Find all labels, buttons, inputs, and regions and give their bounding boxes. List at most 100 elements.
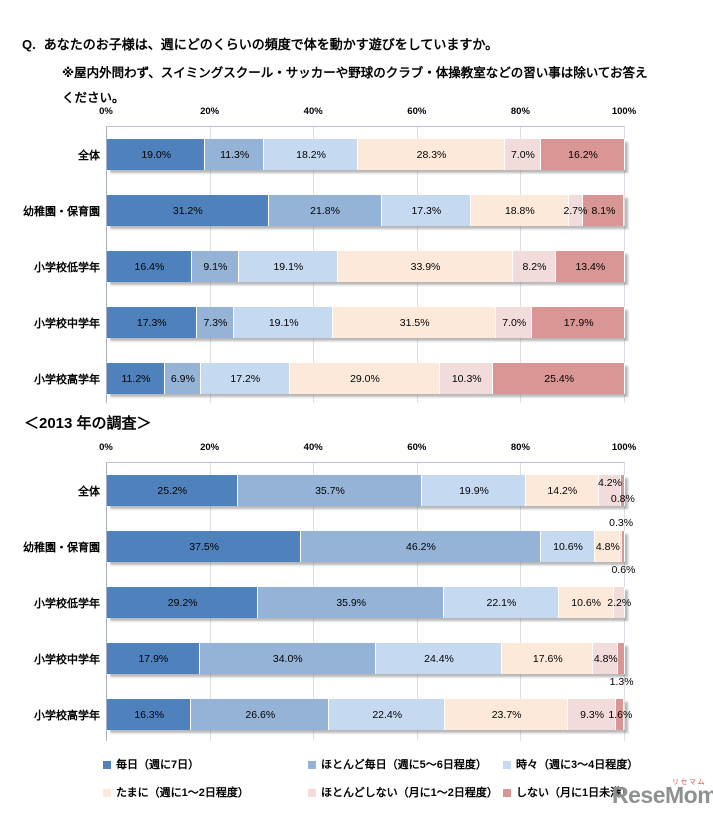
resemom-logo-text: ReseMom. (612, 782, 713, 808)
bar-segment: 18.8% (471, 195, 569, 226)
value-label: 35.9% (336, 596, 367, 609)
bar-segment: 19.9% (422, 475, 526, 506)
category-label: 小学校中学年 (34, 653, 100, 666)
bar-segment: 35.7% (237, 475, 423, 506)
bar-segment: 46.2% (301, 531, 541, 562)
bar-segment: 0.3% (609, 517, 633, 562)
value-label: 18.8% (504, 204, 535, 217)
bar-row: 小学校低学年 29.2% 35.9% 22.1% 10.6% 2.2% (34, 587, 631, 618)
value-label: 14.2% (547, 484, 578, 497)
bar-segment: 4.8% (595, 531, 621, 562)
legend-item: ほとんど毎日（週に5～6日程度） (308, 756, 487, 772)
value-label: 19.1% (273, 260, 304, 273)
value-label: 19.1% (268, 316, 299, 329)
value-label: 17.3% (136, 316, 167, 329)
bar-segment: 31.2% (107, 195, 269, 226)
value-label: 0.6% (611, 564, 636, 576)
category-label: 幼稚園・保育園 (23, 541, 100, 554)
stacked-bar: 17.9% 34.0% 24.4% 17.6% 4.8% 1.3% (107, 643, 634, 688)
value-label: 13.4% (575, 260, 606, 273)
bar-segment: 17.3% (107, 307, 197, 338)
bar-row: 小学校低学年 16.4% 9.1% 19.1% 33.9% 8.2% 13.4% (34, 251, 625, 282)
legend-item: しない（月に1日未満） (503, 784, 632, 800)
bar-row: 幼稚園・保育園 31.2% 21.8% 17.3% 18.8% 2.7% 8.1% (23, 195, 625, 226)
value-label: 1.6% (608, 708, 633, 721)
value-label: 4.8% (595, 540, 620, 553)
value-label: 28.3% (416, 148, 447, 161)
bar-segment: 1.6% (608, 699, 632, 730)
value-label: 2.2% (607, 596, 632, 609)
value-label: 4.8% (593, 652, 618, 665)
bar-segment: 37.5% (107, 531, 302, 562)
legend-item: 毎日（週に7日） (103, 756, 199, 772)
bar-segment: 10.6% (540, 531, 596, 562)
category-label: 小学校中学年 (34, 317, 100, 330)
bar-segment: 16.4% (107, 251, 192, 282)
value-label: 9.1% (203, 260, 228, 273)
value-label: 18.2% (296, 148, 326, 161)
stacked-bar: 31.2% 21.8% 17.3% 18.8% 2.7% 8.1% (107, 195, 625, 226)
bar-segment: 19.0% (107, 139, 206, 170)
legend-swatch (503, 760, 511, 769)
x-tick-label: 0% (99, 442, 113, 453)
bar-segment: 29.2% (107, 587, 259, 618)
value-label: 33.9% (410, 260, 441, 273)
bar-segment: 24.4% (375, 643, 503, 674)
value-label: 19.0% (141, 148, 172, 161)
x-tick-label: 60% (407, 106, 427, 117)
bar-segment: 35.9% (258, 587, 445, 618)
bar-segment: 21.8% (268, 195, 382, 226)
category-label: 幼稚園・保育園 (23, 205, 100, 218)
bar-segment: 34.0% (199, 643, 376, 674)
bar-segment: 25.2% (107, 475, 238, 506)
value-label: 7.0% (510, 148, 535, 161)
bar-segment: 28.3% (358, 139, 505, 170)
stacked-bar: 16.3% 26.6% 22.4% 23.7% 9.3% 1.6% (107, 699, 632, 730)
value-label: 9.3% (580, 708, 605, 721)
value-label: 22.4% (372, 708, 403, 721)
value-label: 8.2% (522, 260, 547, 273)
legend-swatch (308, 760, 316, 769)
question-text: あなたのお子様は、週にどのくらいの頻度で体を動かす遊びをしていますか。 (43, 37, 499, 52)
value-label: 2.7% (563, 204, 588, 217)
legend-label: たまに（週に1～2日程度） (116, 787, 249, 799)
bar-segment: 17.6% (502, 643, 594, 674)
category-label: 小学校低学年 (34, 261, 100, 274)
bar-segment: 6.9% (165, 363, 201, 394)
value-label: 1.3% (609, 676, 634, 688)
chart-current-survey: 0% 20% 40% 60% 80% 100% 全体 19.0% 11.3% 18.2% 28.3… (23, 106, 636, 406)
category-label: 全体 (78, 149, 100, 162)
bar-segment: 10.3% (440, 363, 494, 394)
stacked-bar: 11.2% 6.9% 17.2% 29.0% 10.3% 25.4% (107, 363, 625, 394)
value-label: 10.3% (451, 372, 482, 385)
bar-segment: 13.4% (555, 251, 625, 282)
bar-segment: 8.2% (513, 251, 556, 282)
value-label: 11.3% (220, 148, 250, 161)
bar-segment: 10.6% (558, 587, 614, 618)
bar-segment: 4.8% (593, 643, 619, 674)
legend-item: 時々（週に3～4日程度） (503, 756, 638, 772)
value-label: 25.2% (157, 484, 188, 497)
value-label: 29.2% (167, 596, 198, 609)
value-label: 0.3% (609, 517, 634, 529)
x-tick-label: 20% (200, 106, 220, 117)
bar-row: 小学校中学年 17.3% 7.3% 19.1% 31.5% 7.0% 17.9% (34, 307, 625, 338)
bar-segment: 22.1% (444, 587, 559, 618)
value-label: 31.2% (172, 204, 203, 217)
bar-segment: 9.1% (191, 251, 239, 282)
value-label: 16.2% (568, 148, 598, 161)
plot-area: 全体 19.0% 11.3% 18.2% 28.3% 7.0% 16.2% 幼稚園・保育園 31… (23, 126, 625, 403)
value-label: 26.6% (245, 708, 276, 721)
bar-segment: 11.2% (107, 363, 166, 394)
value-label: 31.5% (399, 316, 430, 329)
value-label: 17.3% (411, 204, 442, 217)
value-label: 4.2% (597, 476, 622, 489)
value-label: 17.9% (563, 316, 594, 329)
value-label: 7.0% (502, 316, 527, 329)
value-label: 17.6% (532, 652, 563, 665)
bar-segment: 19.1% (238, 251, 338, 282)
bar-segment: 17.2% (200, 363, 290, 394)
question-note-line1: ※屋内外問わず、スイミングスクール・サッカーや野球のクラブ・体操教室などの習い事… (62, 66, 648, 80)
legend-swatch (308, 788, 316, 797)
bar-segment: 17.3% (381, 195, 472, 226)
